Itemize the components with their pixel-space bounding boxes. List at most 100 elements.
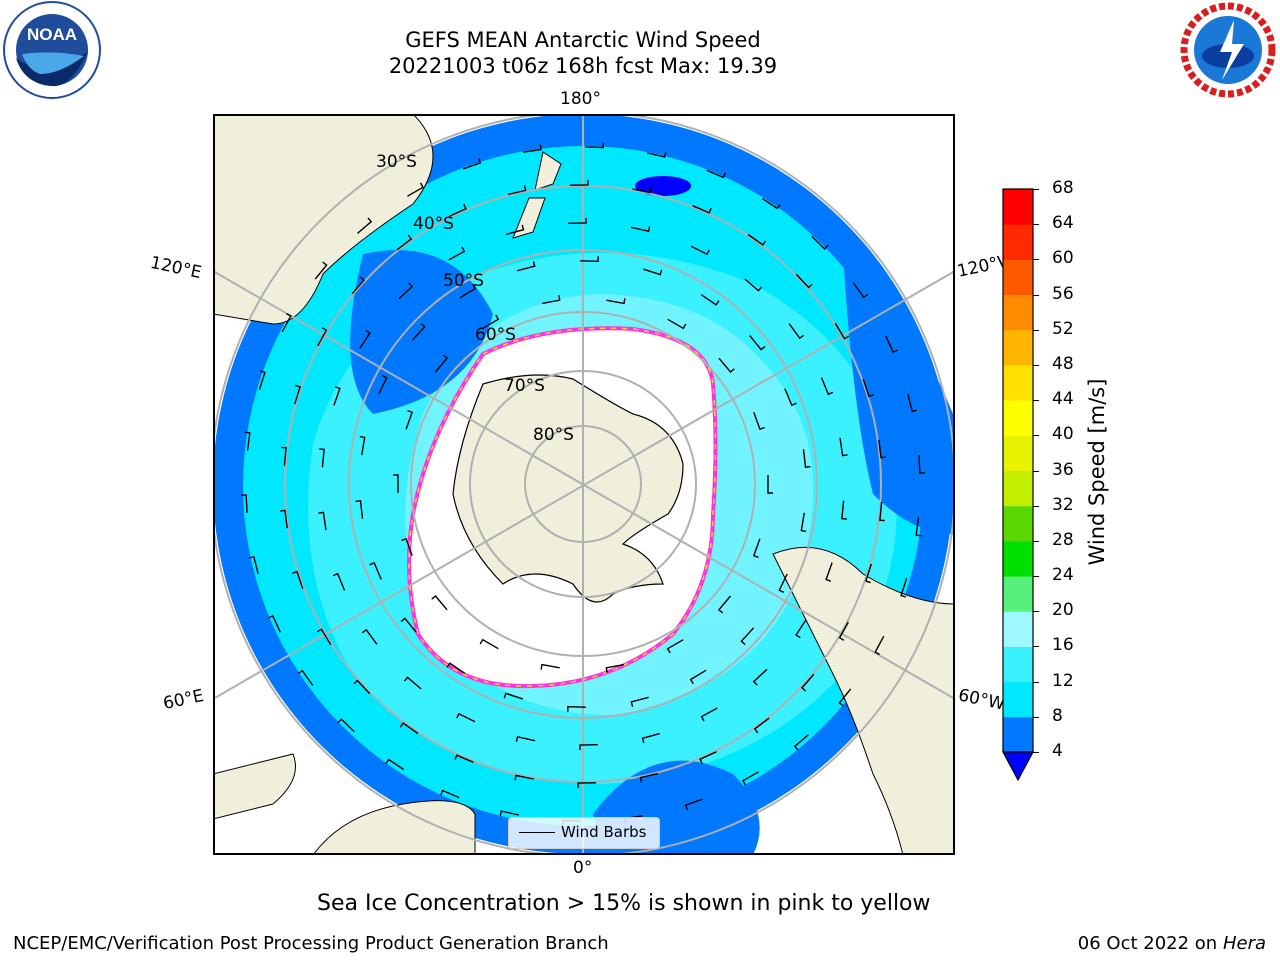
colorbar-label: Wind Speed [m/s]: [1085, 378, 1109, 566]
nws-logo: [1176, 0, 1280, 104]
wind-barb: [294, 384, 301, 405]
caption: Sea Ice Concentration > 15% is shown in …: [317, 891, 931, 916]
antarctica-land: [452, 374, 684, 603]
wind-barb: [357, 217, 373, 234]
footer-machine: Hera: [1222, 933, 1266, 954]
wind-barb: [740, 627, 755, 646]
wind-barb: [839, 437, 848, 457]
wind-barb: [244, 431, 251, 451]
wind-barb: [820, 377, 834, 396]
wind-barb: [399, 722, 419, 735]
wind-barb: [802, 449, 811, 468]
wind-barb: [482, 314, 500, 329]
wind-barb: [639, 772, 659, 783]
wind-barb: [515, 735, 536, 742]
lon-label-bottom: 0°: [573, 858, 593, 878]
colorbar-segment: [1003, 259, 1033, 296]
wind-barb: [700, 294, 720, 306]
wind-barb: [752, 538, 761, 559]
colorbar-segment: [1003, 505, 1033, 542]
colorbar-tick-label: 20: [1052, 600, 1074, 621]
wind-barb: [454, 754, 474, 763]
wind-barb: [459, 283, 477, 299]
wind-barb: [700, 707, 718, 722]
lon-label-left-upper: 120°E: [148, 252, 204, 284]
colorbar-tick-mark: [1033, 681, 1039, 683]
colorbar-segment: [1003, 611, 1033, 647]
polar-map: [213, 114, 955, 855]
low-wind-region: [843, 254, 953, 534]
legend-label: Wind Barbs: [561, 823, 647, 841]
colorbar-tick-label: 48: [1052, 353, 1074, 374]
colorbar-tick-label: 24: [1052, 565, 1074, 586]
wind-barb: [449, 203, 467, 217]
wind-barb: [632, 187, 652, 194]
wind-barb: [434, 354, 449, 373]
colorbar-tick-label: 60: [1052, 248, 1074, 269]
colorbar-tick-mark: [1033, 189, 1039, 190]
colorbar-tick-label: 36: [1052, 459, 1074, 480]
wind-barb: [319, 448, 325, 468]
wind-barb: [706, 169, 726, 179]
wind-barb: [874, 635, 885, 656]
wind-barb: [514, 774, 534, 781]
lowest-wind-patch: [635, 176, 691, 196]
wind-barb: [885, 335, 899, 354]
colorbar-segment: [1003, 364, 1033, 401]
wind-barb: [795, 619, 807, 639]
wind-barb: [699, 751, 717, 765]
wind-barb: [398, 282, 414, 300]
colorbar-tick-mark: [1033, 470, 1039, 472]
lon-label-top: 180°: [560, 89, 601, 109]
wind-barb: [907, 393, 918, 413]
wind-barb: [385, 758, 405, 771]
footer-date: 06 Oct 2022 on: [1077, 933, 1223, 954]
wind-barb: [378, 374, 388, 395]
wind-barb: [403, 676, 422, 690]
colorbar-segment: [1003, 681, 1033, 718]
lat-label: 50°S: [443, 271, 484, 291]
wind-barb: [248, 555, 259, 575]
south-america-land: [772, 546, 954, 854]
wind-barb: [499, 810, 520, 817]
wind-barb: [351, 276, 365, 295]
wind-barb: [689, 669, 707, 685]
title-line-2: 20221003 t06z 168h fcst Max: 19.39: [388, 54, 778, 78]
colorbar-segment: [1003, 646, 1033, 683]
lat-label: 70°S: [504, 376, 545, 396]
wind-barb: [448, 246, 466, 261]
wind-barb: [838, 621, 849, 641]
colorbar-tick-label: 56: [1052, 283, 1074, 304]
wind-barb: [361, 628, 378, 645]
wind-barb: [788, 323, 805, 340]
colorbar: [1001, 188, 1035, 782]
wind-barb: [405, 409, 414, 430]
lon-label-right-lower: 60°W: [956, 685, 1007, 715]
colorbar-tick-mark: [1033, 400, 1039, 402]
wind-barb: [567, 705, 586, 712]
colorbar-segment: [1003, 224, 1033, 260]
wind-barb: [280, 509, 288, 529]
wind-barb: [517, 261, 536, 272]
wind-barb: [317, 327, 328, 347]
wind-barb: [297, 669, 314, 686]
wind-barb: [690, 245, 710, 256]
wind-barb: [752, 668, 768, 686]
colorbar-tick-label: 64: [1052, 213, 1074, 234]
wind-barb: [407, 182, 424, 197]
wind-barb: [359, 435, 366, 456]
colorbar-tick-mark: [1033, 576, 1039, 578]
madagascar-land: [214, 753, 296, 820]
title-line-1: GEFS MEAN Antarctic Wind Speed: [405, 28, 761, 52]
lat-label: 30°S: [376, 152, 417, 172]
colorbar-tick-label: 44: [1052, 389, 1074, 410]
wind-barb: [747, 233, 767, 246]
wind-barb: [642, 268, 663, 276]
wind-barb: [841, 500, 847, 520]
wind-barb: [641, 732, 660, 744]
wind-barb: [900, 578, 908, 598]
colorbar-tick-label: 28: [1052, 529, 1074, 550]
wind-barb: [718, 357, 735, 373]
wind-barb: [784, 388, 797, 407]
wind-barb: [401, 537, 413, 556]
